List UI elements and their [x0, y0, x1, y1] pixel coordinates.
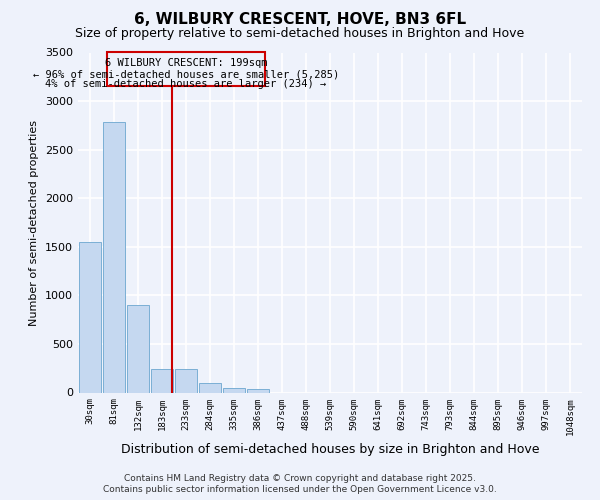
- Y-axis label: Number of semi-detached properties: Number of semi-detached properties: [29, 120, 40, 326]
- Text: 4% of semi-detached houses are larger (234) →: 4% of semi-detached houses are larger (2…: [46, 78, 326, 88]
- Bar: [175, 369, 197, 392]
- Bar: [127, 305, 149, 392]
- Bar: [247, 389, 269, 392]
- FancyBboxPatch shape: [107, 52, 265, 86]
- Bar: [199, 383, 221, 392]
- Text: 6, WILBURY CRESCENT, HOVE, BN3 6FL: 6, WILBURY CRESCENT, HOVE, BN3 6FL: [134, 12, 466, 28]
- Text: ← 96% of semi-detached houses are smaller (5,285): ← 96% of semi-detached houses are smalle…: [33, 69, 339, 79]
- Bar: [79, 242, 101, 392]
- X-axis label: Distribution of semi-detached houses by size in Brighton and Hove: Distribution of semi-detached houses by …: [121, 444, 539, 456]
- Text: Contains HM Land Registry data © Crown copyright and database right 2025.
Contai: Contains HM Land Registry data © Crown c…: [103, 474, 497, 494]
- Text: 6 WILBURY CRESCENT: 199sqm: 6 WILBURY CRESCENT: 199sqm: [105, 58, 267, 68]
- Bar: [103, 122, 125, 392]
- Bar: [151, 369, 173, 392]
- Bar: [223, 388, 245, 392]
- Text: Size of property relative to semi-detached houses in Brighton and Hove: Size of property relative to semi-detach…: [76, 28, 524, 40]
